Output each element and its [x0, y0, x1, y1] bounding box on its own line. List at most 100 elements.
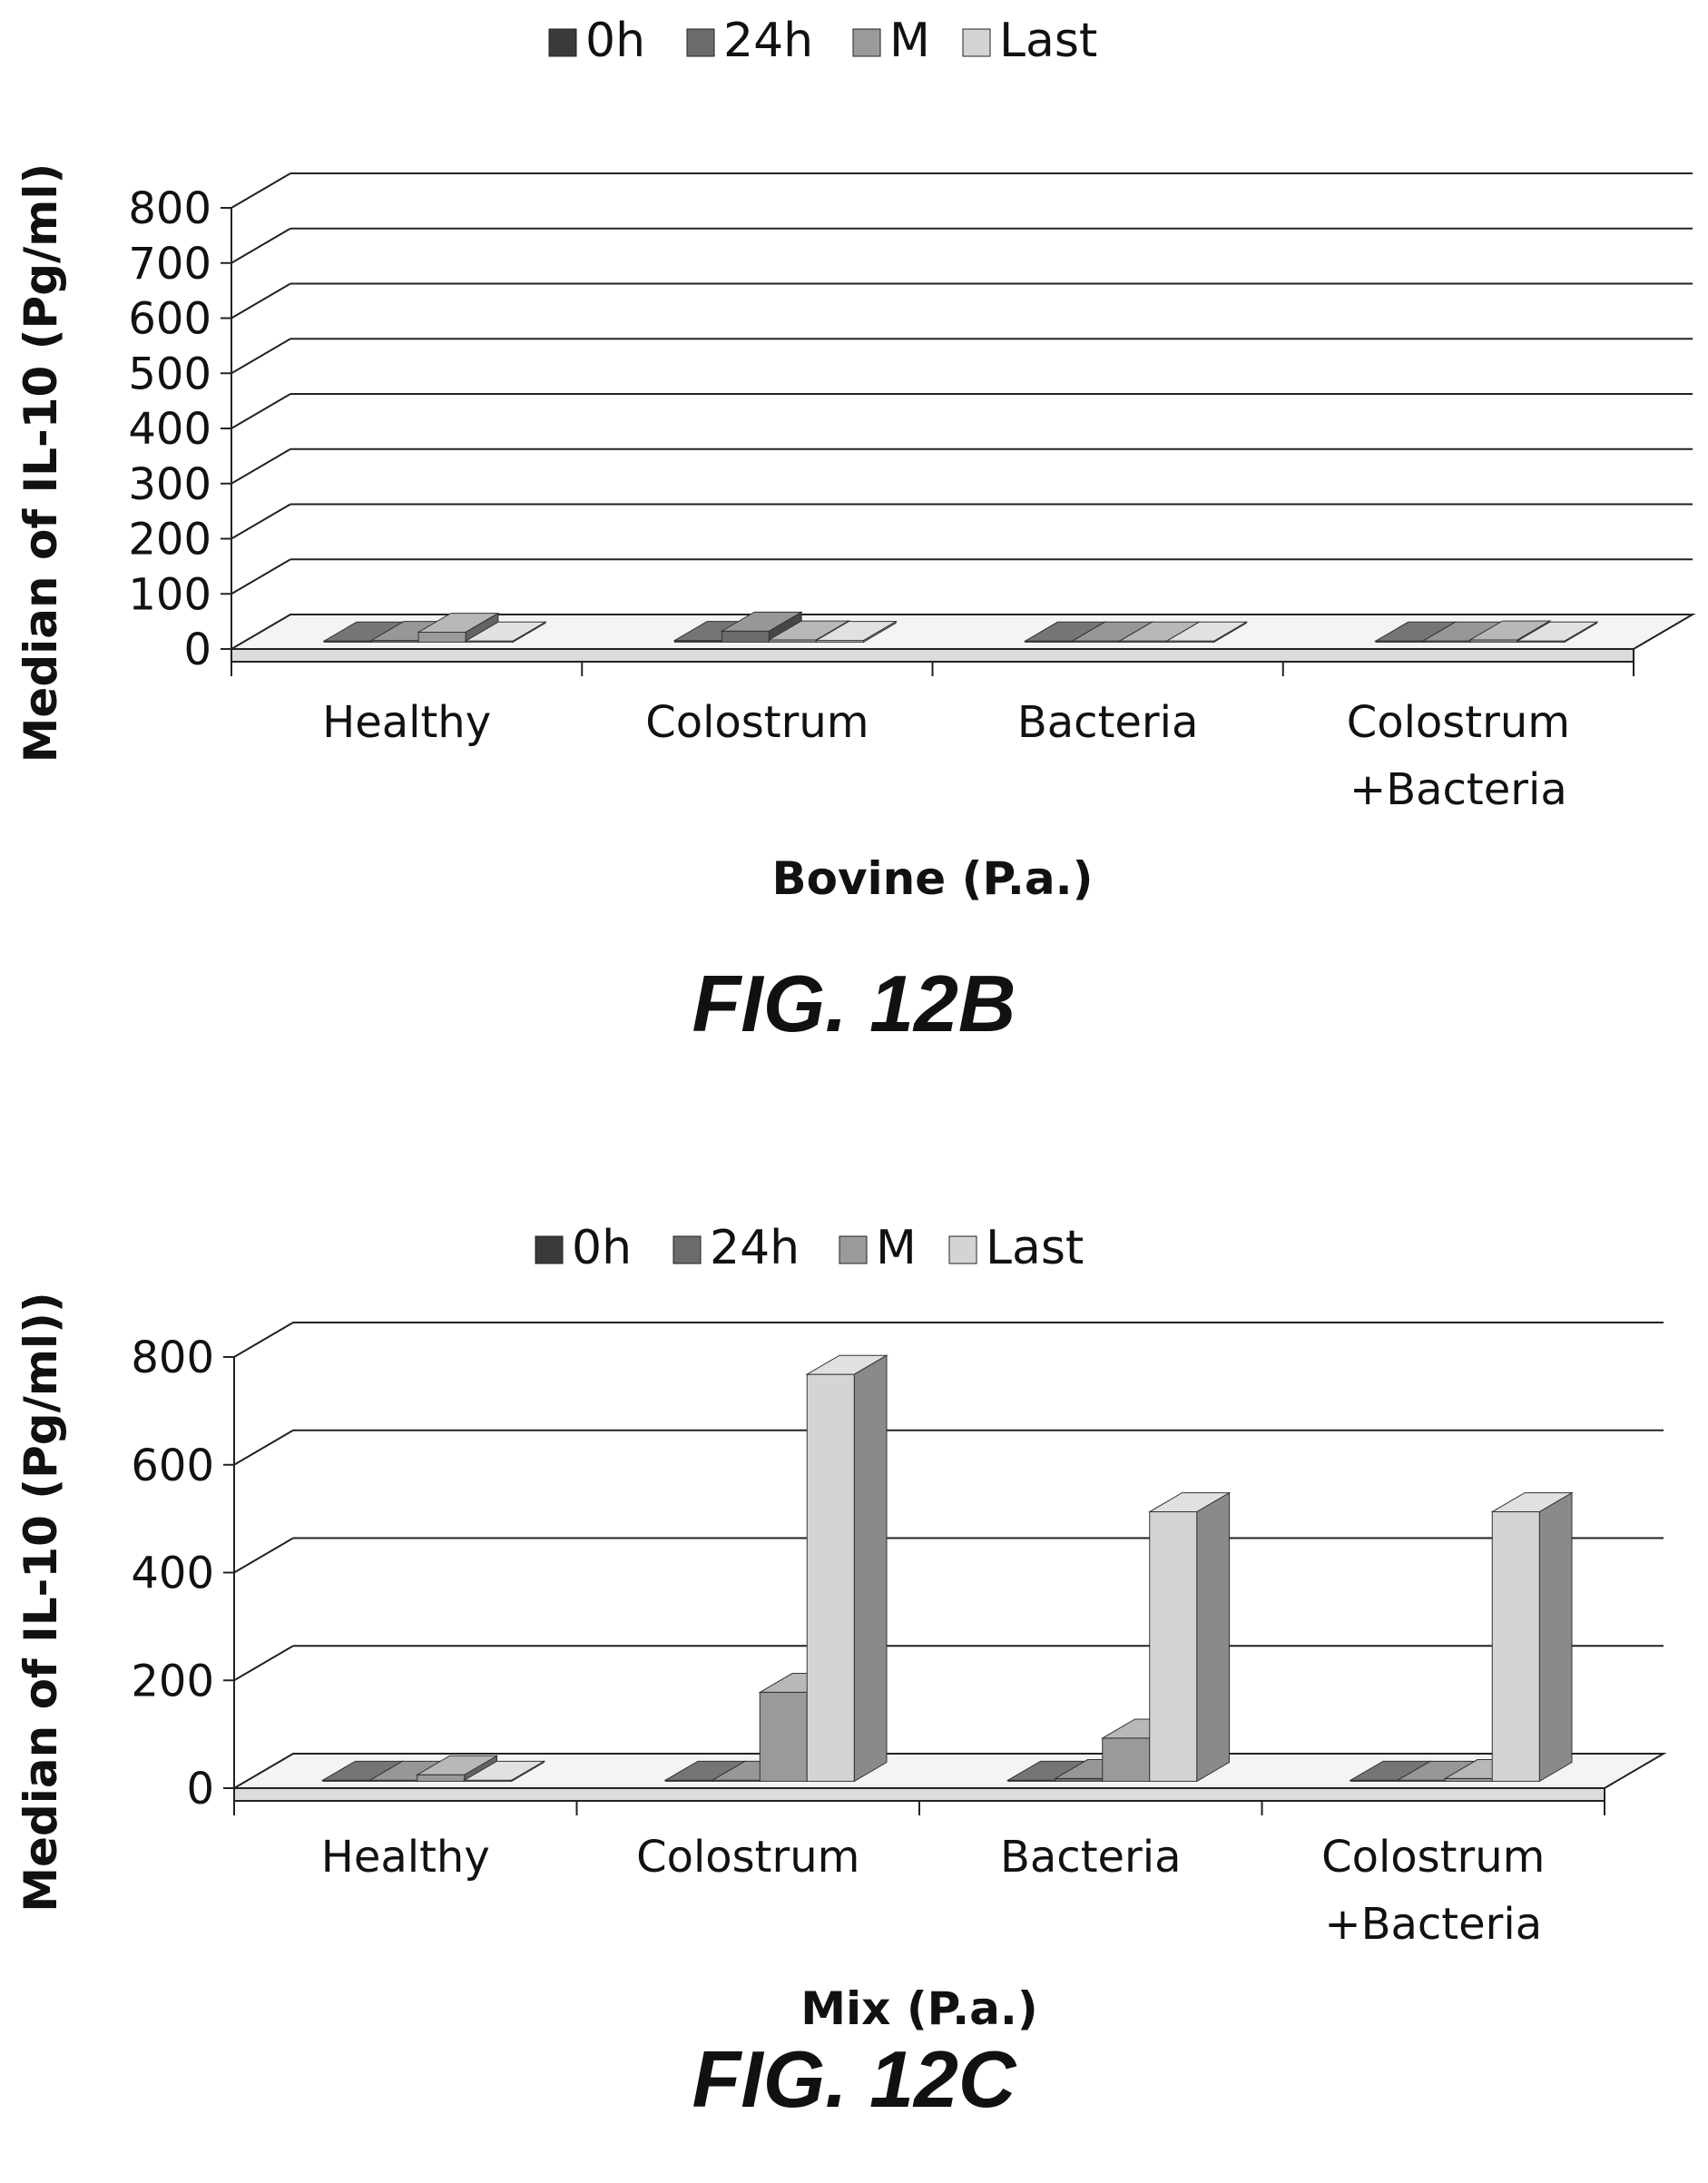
x-tick-label: Colostrum +Bacteria — [1321, 1832, 1545, 1950]
bar — [1164, 621, 1249, 644]
chart-floor-edge — [233, 1787, 1605, 1802]
gridline-side — [231, 338, 291, 375]
x-tick-label: Bacteria — [1017, 697, 1199, 748]
bar — [462, 1760, 546, 1783]
bar-top — [814, 621, 898, 642]
legend: 0h 24h M Last — [535, 1221, 1084, 1275]
x-tick-label-line: Healthy — [321, 1832, 490, 1883]
legend-swatch — [852, 28, 881, 57]
y-tick-label: 700 — [128, 239, 211, 290]
y-tick-label: 500 — [128, 349, 211, 399]
figure-caption: FIG. 12C — [692, 2034, 1016, 2124]
legend-swatch — [962, 28, 991, 57]
bar-front — [721, 630, 770, 643]
bar-top — [415, 1755, 499, 1775]
y-tick-label: 400 — [131, 1549, 214, 1599]
bar-side — [1196, 1491, 1230, 1783]
legend-label: M — [889, 14, 930, 68]
bar — [1516, 621, 1599, 644]
legend-label: Last — [986, 1221, 1084, 1275]
legend-label: 24h — [710, 1221, 800, 1275]
bar-front — [417, 1774, 466, 1782]
bar — [1147, 1491, 1232, 1783]
y-tick-label: 200 — [131, 1656, 214, 1706]
x-tick-label-line: Healthy — [322, 697, 491, 748]
x-tick-label: Bacteria — [1000, 1832, 1182, 1883]
legend-label: 0h — [585, 14, 645, 68]
x-tick-label-line: +Bacteria — [1350, 764, 1567, 815]
x-tick-label: Healthy — [322, 697, 491, 748]
bar-front — [417, 631, 466, 643]
x-tick-label-line: Bacteria — [1000, 1832, 1182, 1883]
chart-floor-edge — [231, 648, 1634, 663]
y-tick-label: 400 — [128, 404, 211, 455]
y-tick-label: 800 — [131, 1332, 214, 1383]
bar-top — [1468, 620, 1552, 641]
y-axis-title: Median of IL-10 (Pg/ml) — [15, 163, 67, 763]
gridline-side — [231, 447, 291, 485]
x-tick-label: Healthy — [321, 1832, 490, 1883]
bar-top — [805, 1354, 888, 1375]
bar-top — [767, 620, 850, 641]
gridline-side — [233, 1322, 294, 1358]
bar-top — [417, 613, 500, 633]
legend-swatch — [548, 28, 577, 57]
x-tick-label: Colostrum — [645, 697, 869, 748]
y-tick-label: 100 — [128, 569, 211, 620]
bar — [814, 620, 898, 644]
bar-front — [1491, 1511, 1540, 1782]
bar-front — [1149, 1511, 1198, 1782]
x-tick-label: Colostrum — [636, 1832, 859, 1883]
x-tick-label-line: Bacteria — [1017, 697, 1199, 748]
y-tick-label: 600 — [128, 294, 211, 345]
bar-top — [462, 1760, 546, 1781]
y-tick-label: 600 — [131, 1441, 214, 1491]
gridline-side — [231, 503, 291, 540]
bar-top — [720, 611, 803, 632]
gridline-side — [231, 393, 291, 429]
y-tick-label: 0 — [183, 624, 211, 675]
bar — [415, 1755, 499, 1783]
bar-side — [853, 1354, 888, 1783]
bar-top — [1147, 1492, 1232, 1513]
bar-front — [759, 1691, 808, 1782]
y-tick-label: 300 — [128, 459, 211, 510]
bar — [1490, 1491, 1574, 1783]
legend-swatch — [948, 1235, 977, 1264]
y-tick-label: 200 — [128, 515, 211, 565]
gridline-side — [233, 1645, 294, 1682]
x-axis-title: Mix (P.a.) — [800, 1982, 1037, 2033]
bar — [805, 1354, 888, 1783]
legend-swatch — [686, 28, 715, 57]
legend-swatch — [839, 1235, 868, 1264]
gridline-side — [233, 1429, 294, 1466]
x-tick-label-line: +Bacteria — [1324, 1899, 1542, 1950]
bar-front — [806, 1373, 855, 1782]
bar-side — [1538, 1491, 1573, 1783]
figure-12c: 0h 24h M Last 0 200 400 600 800 Healthy Colostrum B… — [0, 1216, 1708, 2183]
figure-12b: 0h 24h M Last 0 100 200 300 400 500 600 700 800 Healt… — [0, 0, 1708, 1089]
x-tick-label-line: Colostrum — [636, 1832, 859, 1883]
bar — [464, 621, 547, 644]
y-axis-title: Median of IL-10 (Pg/ml)) — [15, 1292, 67, 1913]
legend-swatch — [535, 1235, 564, 1264]
legend: 0h 24h M Last — [548, 14, 1097, 68]
x-tick-label-line: Colostrum — [645, 697, 869, 748]
bar-top — [1164, 621, 1249, 642]
y-tick-label: 800 — [128, 183, 211, 234]
legend-label: 0h — [572, 1221, 632, 1275]
y-tick-label: 0 — [186, 1764, 214, 1814]
gridline-side — [231, 282, 291, 320]
bar — [417, 612, 500, 644]
x-tick-label-line: Colostrum — [1321, 1832, 1545, 1883]
x-tick-label: Colostrum +Bacteria — [1347, 697, 1570, 815]
legend-label: M — [876, 1221, 917, 1275]
gridline-side — [231, 227, 291, 264]
x-tick-label-line: Colostrum — [1347, 697, 1570, 748]
gridline-side — [231, 172, 291, 209]
bar-top — [1490, 1492, 1574, 1513]
legend-swatch — [672, 1235, 702, 1264]
bar-front — [1102, 1737, 1151, 1782]
bar — [720, 611, 803, 644]
